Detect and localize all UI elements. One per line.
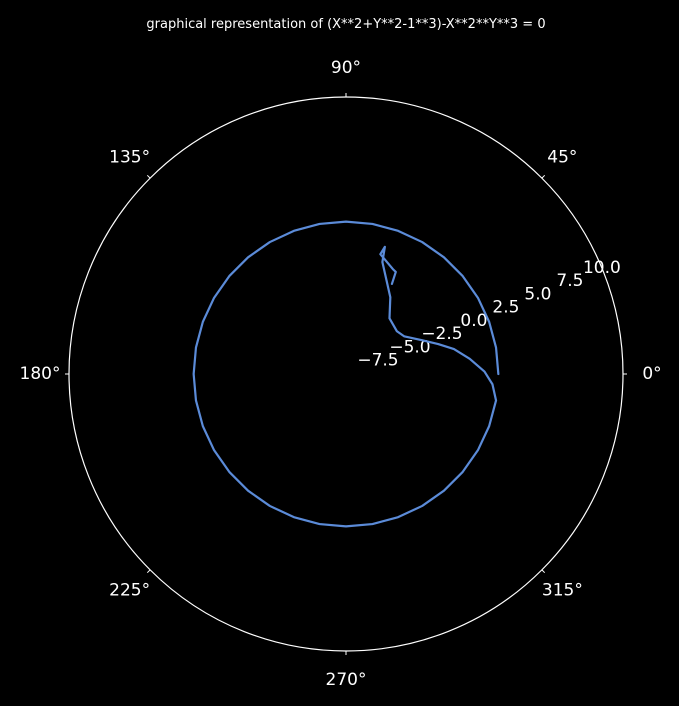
theta-tick-label: 225° (109, 580, 150, 600)
r-tick-label: 10.0 (583, 258, 621, 278)
theta-tick-mark (146, 174, 151, 179)
r-tick-label: −2.5 (421, 324, 462, 344)
r-tick-label: 7.5 (556, 271, 583, 291)
r-tick-labels: −7.5−5.0−2.50.02.55.07.510.0 (357, 258, 620, 371)
theta-tick-mark (146, 569, 151, 574)
theta-tick-label: 0° (642, 364, 661, 384)
theta-tick-label: 90° (331, 58, 361, 78)
theta-tick-label: 270° (326, 670, 367, 690)
r-tick-label: −7.5 (357, 351, 398, 371)
theta-tick-mark (541, 174, 546, 179)
series-line (192, 220, 500, 528)
theta-tick-mark (541, 569, 546, 574)
r-tick-label: 5.0 (524, 284, 551, 304)
r-tick-label: 2.5 (492, 298, 519, 318)
theta-tick-label: 315° (542, 580, 583, 600)
theta-tick-label: 180° (20, 364, 61, 384)
theta-tick-label: 45° (547, 148, 577, 168)
theta-tick-label: 135° (109, 148, 150, 168)
chart-title: graphical representation of (X**2+Y**2-1… (146, 17, 545, 32)
theta-tick-labels: 0° 45° 90° 135° 180° 225° 270° 315° (20, 58, 662, 690)
r-tick-label: −5.0 (389, 337, 430, 357)
r-tick-label: 0.0 (460, 311, 487, 331)
